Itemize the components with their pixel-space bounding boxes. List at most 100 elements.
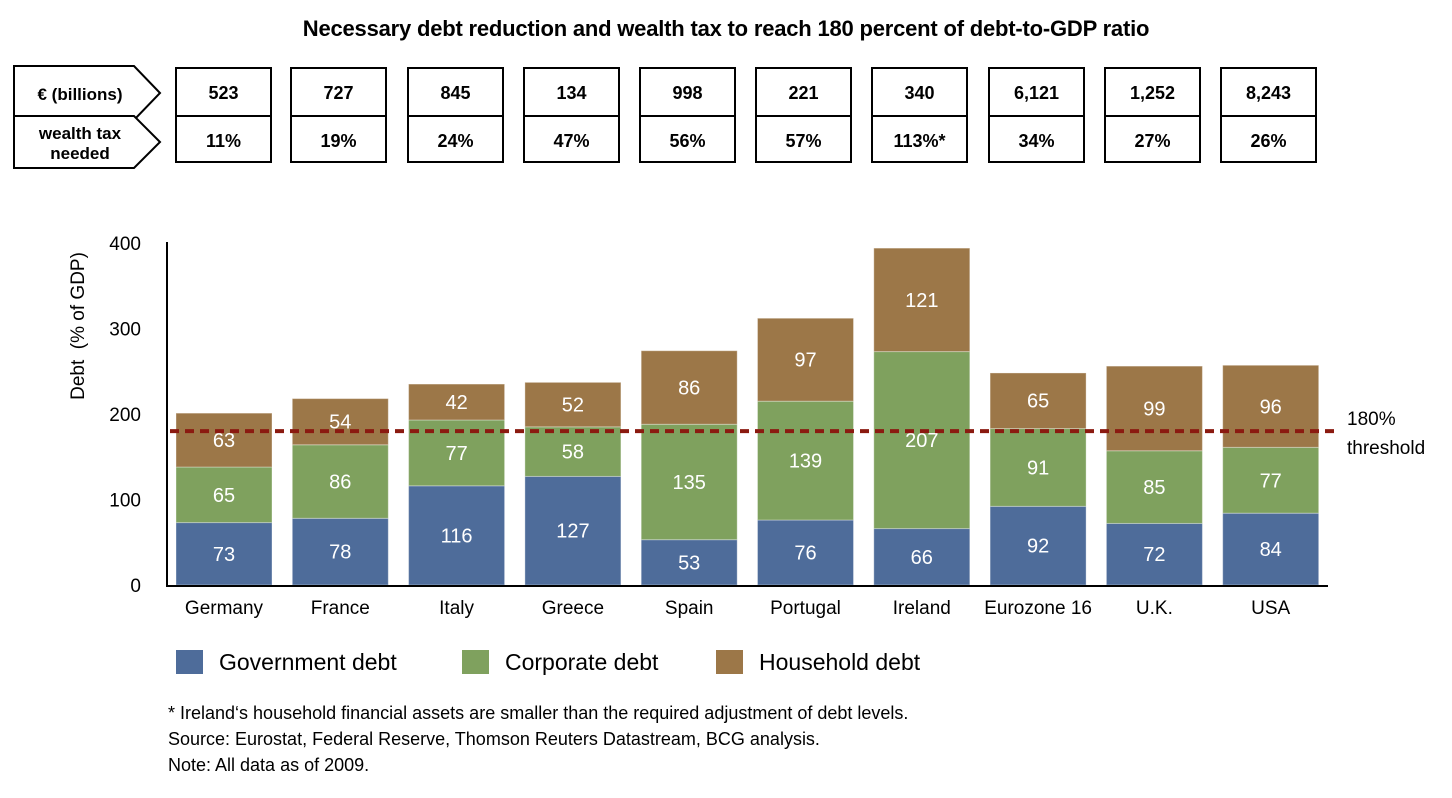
bar-segment-corporate-debt xyxy=(1105,450,1203,524)
y-tick-label: 200 xyxy=(109,405,141,426)
chart-title: Necessary debt reduction and wealth tax … xyxy=(302,16,1150,41)
row-label-arrow-wealth xyxy=(13,115,162,169)
billions-value: 523 xyxy=(208,83,239,103)
billions-value: 134 xyxy=(556,83,587,103)
bar-group-greece: 127 58 52 xyxy=(524,381,622,586)
bar-value-label: 135 xyxy=(673,472,706,494)
x-tick-label: Germany xyxy=(185,598,264,619)
billions-value: 727 xyxy=(323,83,354,103)
bar-segment-corporate-debt xyxy=(524,426,622,477)
threshold-label-line2: threshold xyxy=(1347,438,1425,459)
y-tick-label: 0 xyxy=(130,576,141,597)
bar-value-label: 63 xyxy=(213,430,235,452)
legend-swatch xyxy=(716,650,743,674)
table-column-spain: 998 56% xyxy=(639,67,736,163)
bar-value-label: 92 xyxy=(1027,536,1049,558)
threshold-label-line1: 180% xyxy=(1347,409,1396,430)
bar-segment-government-debt xyxy=(873,528,971,586)
bar-value-label: 99 xyxy=(1143,398,1165,420)
bar-segment-corporate-debt xyxy=(757,400,854,521)
footnotes: * Ireland‘s household financial assets a… xyxy=(168,700,908,778)
bar-value-label: 76 xyxy=(794,543,816,565)
y-tick-label: 100 xyxy=(109,491,141,512)
bar-value-label: 77 xyxy=(445,443,467,465)
bar-group-portugal: 76 139 97 xyxy=(757,317,854,586)
x-tick-label: France xyxy=(311,598,370,619)
bar-value-label: 73 xyxy=(213,544,235,566)
bar-segment-corporate-debt xyxy=(175,466,273,524)
bar-segment-government-debt xyxy=(640,539,738,586)
bar-segment-government-debt xyxy=(175,522,273,586)
table-column-greece: 134 47% xyxy=(523,67,620,163)
bar-value-label: 85 xyxy=(1143,477,1165,499)
legend-swatch xyxy=(462,650,489,674)
y-axis-label: Debt (% of GDP) xyxy=(68,252,89,400)
table-column-u-k-: 1,252 27% xyxy=(1104,67,1201,163)
bar-group-u-k-: 72 85 99 xyxy=(1105,365,1203,586)
bar-segment-government-debt xyxy=(1222,512,1320,586)
bar-value-label: 53 xyxy=(678,552,700,574)
bar-value-label: 121 xyxy=(905,290,938,312)
bar-segment-corporate-debt xyxy=(989,428,1087,507)
bar-value-label: 52 xyxy=(562,395,584,417)
bar-value-label: 207 xyxy=(905,430,938,452)
bar-value-label: 96 xyxy=(1260,396,1282,418)
bar-group-usa: 84 77 96 xyxy=(1222,364,1320,586)
table-column-usa: 8,243 26% xyxy=(1220,67,1317,163)
bar-segment-household-debt xyxy=(989,372,1087,430)
wealth-tax-value: 11% xyxy=(205,131,242,151)
bar-group-eurozone-16: 92 91 65 xyxy=(989,372,1087,586)
bar-value-label: 86 xyxy=(678,377,700,399)
bar-segment-corporate-debt xyxy=(1222,446,1320,514)
bar-value-label: 54 xyxy=(329,412,351,434)
footnote-source: Source: Eurostat, Federal Reserve, Thoms… xyxy=(168,729,820,749)
row-label-arrows: € (billions) wealth tax needed xyxy=(13,65,162,169)
bar-group-italy: 116 77 42 xyxy=(408,383,506,586)
legend-item-corporate-debt: Corporate debt xyxy=(462,649,659,675)
bar-value-label: 65 xyxy=(1027,391,1049,413)
legend-label: Household debt xyxy=(759,649,921,675)
bar-segment-corporate-debt xyxy=(640,423,738,541)
bar-value-label: 139 xyxy=(789,451,822,473)
billions-value: 8,243 xyxy=(1245,83,1292,103)
footnote-note: Note: All data as of 2009. xyxy=(168,755,370,775)
x-tick-label: Greece xyxy=(542,598,604,619)
bar-group-ireland: 66 207 121 xyxy=(873,247,971,586)
bar-segment-corporate-debt xyxy=(873,351,971,530)
bar-group-france: 78 86 54 xyxy=(291,398,389,586)
billions-value: 1,252 xyxy=(1129,83,1176,103)
bar-value-label: 86 xyxy=(329,472,351,494)
billions-value: 221 xyxy=(788,83,819,103)
legend-swatch xyxy=(176,650,203,674)
x-tick-label: U.K. xyxy=(1136,598,1173,619)
bar-segment-household-debt xyxy=(175,412,273,468)
wealth-tax-value: 57% xyxy=(785,131,822,151)
bar-segment-household-debt xyxy=(1105,365,1203,452)
x-tick-label: USA xyxy=(1251,598,1290,619)
bar-value-label: 127 xyxy=(556,521,589,543)
bar-segment-household-debt xyxy=(408,383,506,421)
table-column-ireland: 340 113%* xyxy=(871,67,968,163)
billions-value: 6,121 xyxy=(1013,83,1060,103)
x-tick-label: Spain xyxy=(665,598,714,619)
legend-item-household-debt: Household debt xyxy=(716,649,921,675)
bar-segment-government-debt xyxy=(1105,522,1203,586)
bar-group-germany: 73 65 63 xyxy=(175,412,273,586)
row-label-billions: € (billions) xyxy=(38,85,123,104)
bar-value-label: 65 xyxy=(213,485,235,507)
table-column-germany: 523 11% xyxy=(175,67,272,163)
bar-value-label: 66 xyxy=(911,547,933,569)
wealth-tax-value: 56% xyxy=(669,131,706,151)
legend-item-government-debt: Government debt xyxy=(176,649,397,675)
legend-label: Government debt xyxy=(219,649,397,675)
bar-value-label: 77 xyxy=(1260,470,1282,492)
x-tick-label: Eurozone 16 xyxy=(984,598,1092,619)
wealth-tax-value: 47% xyxy=(553,131,590,151)
billions-value: 340 xyxy=(904,83,935,103)
bar-segment-household-debt xyxy=(757,317,854,402)
bar-segment-government-debt xyxy=(408,485,506,586)
wealth-tax-value: 113%* xyxy=(893,131,946,151)
bar-value-label: 72 xyxy=(1143,544,1165,566)
bar-value-label: 78 xyxy=(329,542,351,564)
bar-value-label: 42 xyxy=(445,392,467,414)
